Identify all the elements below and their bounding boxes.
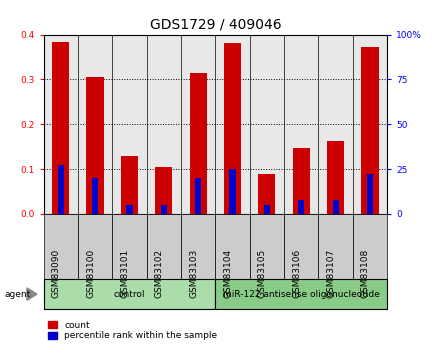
Bar — [57, 165, 64, 214]
Bar — [92, 178, 98, 214]
Text: control: control — [113, 289, 145, 299]
Bar — [160, 205, 167, 214]
Bar — [326, 141, 343, 214]
Bar — [224, 42, 240, 214]
Bar — [121, 156, 138, 214]
Bar — [366, 174, 372, 214]
Text: GSM83101: GSM83101 — [120, 248, 129, 298]
Bar — [258, 174, 275, 214]
Text: GSM83103: GSM83103 — [189, 248, 198, 298]
Bar — [52, 42, 69, 214]
Bar — [229, 169, 235, 214]
Text: GSM83105: GSM83105 — [257, 248, 266, 298]
Text: GSM83107: GSM83107 — [326, 248, 335, 298]
Bar — [189, 73, 206, 214]
Text: agent: agent — [4, 289, 30, 299]
Legend: count, percentile rank within the sample: count, percentile rank within the sample — [48, 321, 217, 341]
Bar — [263, 205, 270, 214]
Title: GDS1729 / 409046: GDS1729 / 409046 — [149, 18, 280, 32]
Bar — [361, 47, 378, 214]
Text: miR-122 antisense oligonucleotide: miR-122 antisense oligonucleotide — [222, 289, 379, 299]
Text: GSM83100: GSM83100 — [86, 248, 95, 298]
Bar — [194, 178, 201, 214]
Text: GSM83102: GSM83102 — [155, 248, 163, 297]
Text: GSM83106: GSM83106 — [292, 248, 300, 298]
Bar — [126, 205, 132, 214]
Bar — [332, 200, 338, 214]
Bar — [155, 167, 172, 214]
Text: GSM83090: GSM83090 — [52, 248, 61, 298]
Text: GSM83108: GSM83108 — [360, 248, 369, 298]
Bar — [297, 200, 304, 214]
Text: GSM83104: GSM83104 — [223, 248, 232, 297]
Bar — [292, 148, 309, 214]
Bar — [86, 77, 103, 214]
